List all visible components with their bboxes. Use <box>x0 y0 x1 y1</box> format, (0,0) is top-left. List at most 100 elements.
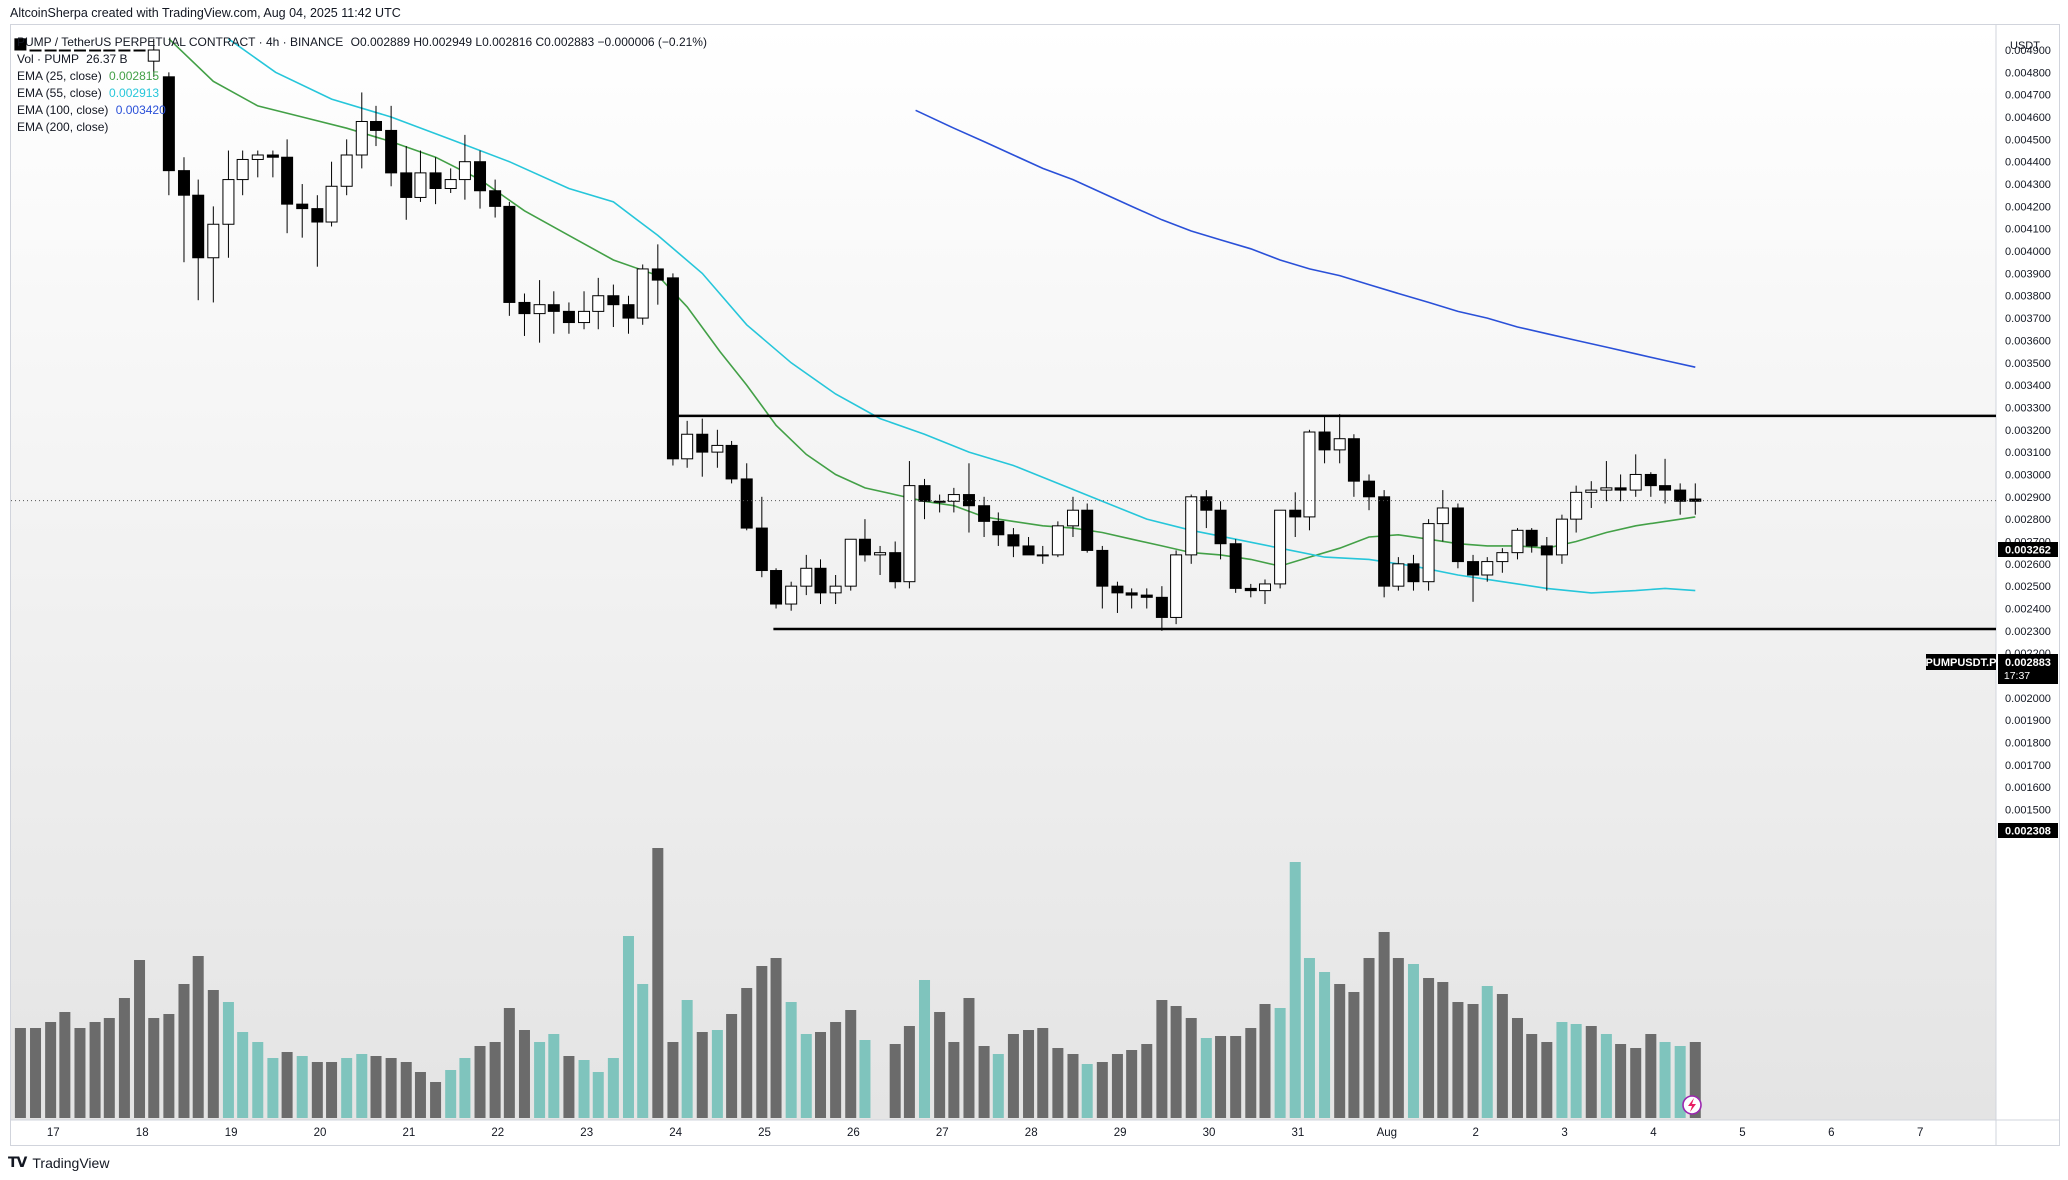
candle <box>1422 519 1435 591</box>
candle-body <box>711 444 724 453</box>
date-tick-label: Aug <box>1377 1127 1397 1139</box>
candle-body <box>89 49 102 52</box>
volume-bar <box>474 1046 486 1118</box>
candle-body <box>133 49 146 52</box>
volume-bar <box>503 1008 515 1118</box>
candle <box>858 519 871 562</box>
volume-bar <box>1570 1024 1582 1118</box>
candle-body <box>1525 529 1538 547</box>
brand-name[interactable]: TradingView <box>32 1155 110 1171</box>
volume-bar <box>1407 964 1419 1118</box>
candle-body <box>1451 507 1464 563</box>
currency-label[interactable]: USDT <box>2010 40 2040 52</box>
date-tick-label: 20 <box>314 1127 327 1139</box>
legend-ema25-label: EMA (25, close) <box>17 69 102 83</box>
volume-bar <box>1185 1018 1197 1118</box>
horizontal-levels <box>11 414 1996 631</box>
volume-bar <box>652 848 664 1118</box>
volume-bar <box>385 1058 397 1118</box>
candle-body <box>325 185 338 223</box>
candle-body <box>785 585 798 605</box>
candle-body <box>207 223 220 259</box>
legend-ema25-row[interactable]: EMA (25, close) 0.002815 <box>17 68 707 85</box>
candle <box>978 496 991 538</box>
candle <box>1081 503 1094 553</box>
candle-body <box>1214 509 1227 545</box>
price-tick-label: 0.003500 <box>2005 358 2051 370</box>
candle-body <box>814 567 827 594</box>
legend-ema100-label: EMA (100, close) <box>17 103 109 117</box>
candle <box>666 273 679 466</box>
candle <box>1244 583 1257 598</box>
volume-bar <box>592 1072 604 1118</box>
candle <box>1066 496 1079 538</box>
candle-body <box>978 505 991 522</box>
price-tick-label: 0.001600 <box>2005 782 2051 794</box>
candle <box>814 559 827 605</box>
volume-bar <box>30 1028 42 1118</box>
legend-volume-row[interactable]: Vol · PUMP 26.37 B <box>17 51 707 68</box>
candle <box>1511 528 1524 560</box>
volume-bar <box>1215 1036 1227 1118</box>
candle <box>1289 492 1302 538</box>
volume-bar <box>1556 1022 1568 1118</box>
candle <box>58 49 71 52</box>
volume-bar <box>934 1012 946 1118</box>
candle-body <box>281 156 294 205</box>
candle-body <box>622 304 635 319</box>
candle <box>89 49 102 52</box>
candle <box>533 280 546 343</box>
candle-body <box>1259 583 1272 592</box>
date-tick-label: 31 <box>1292 1127 1305 1139</box>
candle-body <box>429 172 442 190</box>
candle <box>1540 537 1553 591</box>
price-tick-label: 0.004700 <box>2005 90 2051 102</box>
volume-bar <box>1141 1044 1153 1118</box>
volume-bar <box>815 1032 827 1118</box>
price-tick-label: 0.002600 <box>2005 559 2051 571</box>
candle-body <box>1125 592 1138 596</box>
price-tick-label: 0.003200 <box>2005 425 2051 437</box>
candle <box>1378 490 1391 598</box>
lightning-icon[interactable] <box>1682 1095 1702 1115</box>
candle-body <box>414 172 427 198</box>
candle-body <box>1096 549 1109 587</box>
candle-body <box>103 49 116 52</box>
date-tick-label: 6 <box>1828 1127 1834 1139</box>
volume-bar <box>134 960 146 1118</box>
candle <box>1229 539 1242 593</box>
volume-bar <box>281 1052 293 1118</box>
volume-bar <box>919 980 931 1118</box>
candle <box>740 463 753 531</box>
legend-ema100-row[interactable]: EMA (100, close) 0.003420 <box>17 102 707 119</box>
volume-bar <box>1496 994 1508 1118</box>
candle <box>1481 557 1494 582</box>
candle-body <box>578 310 591 324</box>
legend-symbol-row[interactable]: PUMP / TetherUS PERPETUAL CONTRACT · 4h … <box>17 34 707 51</box>
candle-body <box>1051 525 1064 556</box>
volume-bar <box>356 1054 368 1118</box>
volume-bar <box>296 1056 308 1118</box>
candle-body <box>1481 561 1494 576</box>
candle <box>444 168 457 193</box>
price-tick-label: 0.003400 <box>2005 380 2051 392</box>
candle-body <box>1555 518 1568 556</box>
candle <box>1051 521 1064 558</box>
price-chart[interactable]: USDT 0.0049000.0048000.0047000.0046000.0… <box>0 0 2068 1150</box>
candle <box>1036 545 1049 564</box>
legend-symbol[interactable]: PUMP / TetherUS PERPETUAL CONTRACT · 4h … <box>17 35 344 49</box>
volume-bar <box>770 958 782 1118</box>
candle-body <box>755 527 768 572</box>
date-tick-label: 18 <box>136 1127 149 1139</box>
volume-bar <box>1481 986 1493 1118</box>
candle <box>1674 483 1687 515</box>
ticker-label: PUMPUSDT.P <box>1926 657 1997 669</box>
candle-body <box>296 203 309 210</box>
legend-ema200-row[interactable]: EMA (200, close) <box>17 119 707 136</box>
price-tick-label: 0.002000 <box>2005 693 2051 705</box>
legend-ema55-row[interactable]: EMA (55, close) 0.002913 <box>17 85 707 102</box>
candle-body <box>44 49 57 52</box>
tradingview-logo-icon[interactable]: TV <box>8 1155 27 1171</box>
price-tick-label: 0.004100 <box>2005 224 2051 236</box>
volume-bar <box>726 1014 738 1118</box>
